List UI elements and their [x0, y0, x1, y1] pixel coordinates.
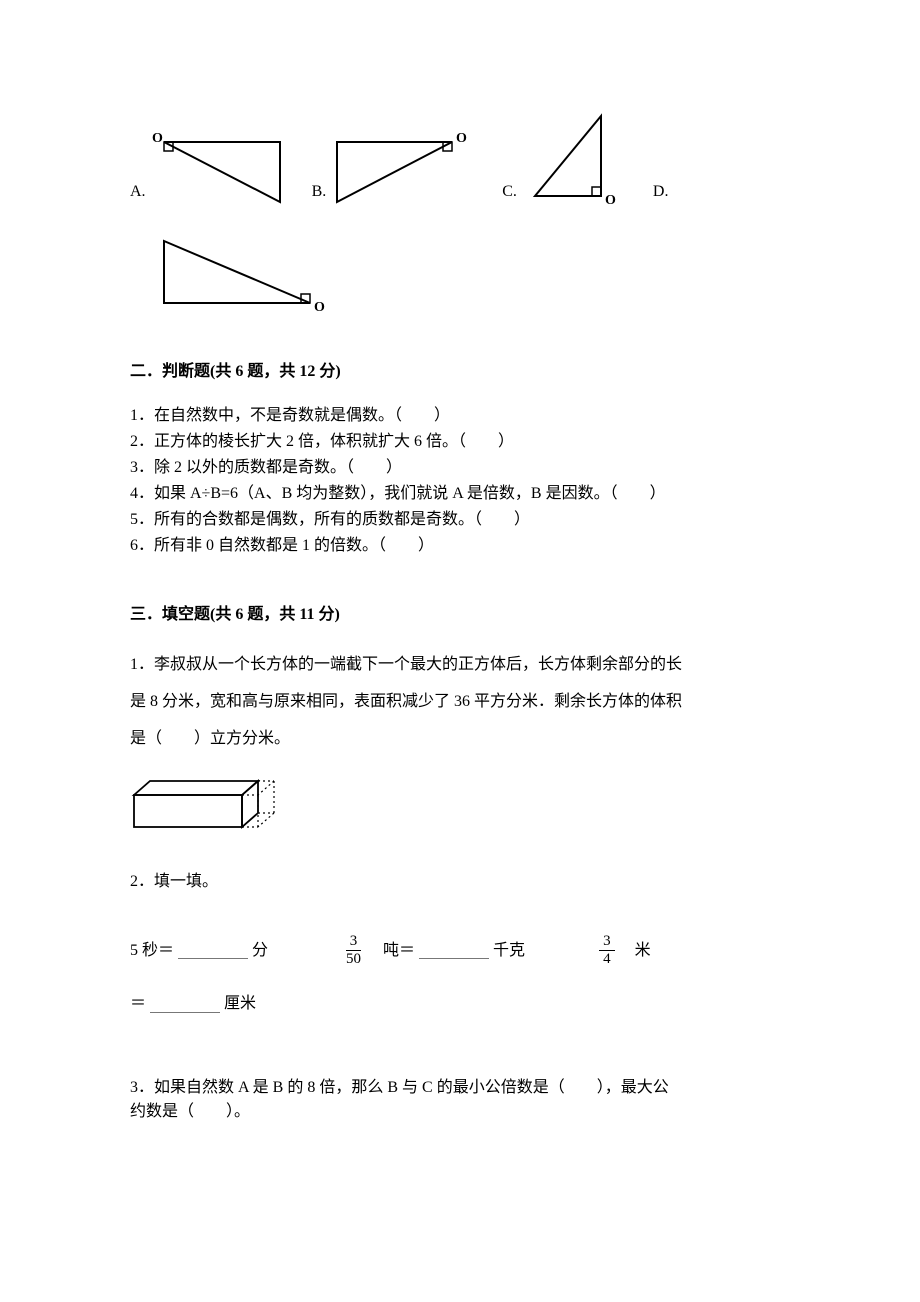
- s3-q2-c-den: 4: [599, 951, 615, 967]
- triangle-b-figure: O: [332, 130, 472, 208]
- option-d-figure-row: O: [150, 233, 800, 315]
- s3-q1: 1．李叔叔从一个长方体的一端截下一个最大的正方体后，长方体剩余部分的长 是 8 …: [130, 647, 800, 757]
- s3-q2-a-pre: 5 秒＝: [130, 939, 174, 963]
- triangle-a-figure: O: [152, 130, 282, 208]
- triangle-c-o-label: O: [605, 193, 616, 208]
- option-b-label: B.: [312, 180, 327, 204]
- s3-q1-line2: 是 8 分米，宽和高与原来相同，表面积减少了 36 平方分米．剩余长方体的体积: [130, 684, 800, 721]
- s3-q3: 3．如果自然数 A 是 B 的 8 倍，那么 B 与 C 的最小公倍数是（ ），…: [130, 1076, 800, 1124]
- cuboid-figure-wrap: [130, 777, 800, 835]
- s3-q2-item-c: 3 4 米: [595, 934, 651, 967]
- s3-q2-a-blank[interactable]: [178, 942, 248, 959]
- option-d: D.: [653, 120, 669, 208]
- s3-q2-c2-pre: ＝: [130, 992, 146, 1016]
- s3-q2-item-a: 5 秒＝ 分: [130, 939, 268, 963]
- cuboid-figure: [130, 777, 280, 835]
- s3-q2-a-post: 分: [252, 939, 268, 963]
- triangle-a-o-label: O: [152, 131, 163, 146]
- s3-q2-c-post: 米: [635, 939, 651, 963]
- s2-q1: 1．在自然数中，不是奇数就是偶数。（ ）: [130, 404, 800, 428]
- s2-q3: 3．除 2 以外的质数都是奇数。（ ）: [130, 456, 800, 480]
- s3-q2-b-fraction: 3 50: [342, 934, 365, 967]
- s2-q4: 4．如果 A÷B=6（A、B 均为整数），我们就说 A 是倍数，B 是因数。（ …: [130, 482, 800, 506]
- s3-q1-line3: 是（ ）立方分米。: [130, 721, 800, 758]
- option-c: C. O: [502, 110, 623, 208]
- triangle-d-o-label: O: [314, 300, 325, 315]
- s2-q5: 5．所有的合数都是偶数，所有的质数都是奇数。（ ）: [130, 508, 800, 532]
- s3-q3-line1: 3．如果自然数 A 是 B 的 8 倍，那么 B 与 C 的最小公倍数是（ ），…: [130, 1076, 800, 1100]
- s3-q2-title: 2．填一填。: [130, 870, 800, 894]
- s3-q2-b-den: 50: [342, 951, 365, 967]
- option-d-label: D.: [653, 180, 669, 204]
- s3-q3-line2: 约数是（ ）。: [130, 1100, 800, 1124]
- s3-q2-c2-post: 厘米: [224, 992, 256, 1016]
- s3-q2-b-post: 千克: [493, 939, 525, 963]
- triangle-d-figure: O: [150, 233, 335, 315]
- s3-q2-b-num: 3: [346, 934, 362, 951]
- option-a-label: A.: [130, 180, 146, 204]
- s2-q2: 2．正方体的棱长扩大 2 倍，体积就扩大 6 倍。（ ）: [130, 430, 800, 454]
- s3-q2-b-blank[interactable]: [419, 942, 489, 959]
- option-c-label: C.: [502, 180, 517, 204]
- s2-q6: 6．所有非 0 自然数都是 1 的倍数。（ ）: [130, 534, 800, 558]
- option-b: B. O: [312, 130, 473, 208]
- section-3-title: 三．填空题(共 6 题，共 11 分): [130, 603, 800, 627]
- s3-q2-b-mid: 吨＝: [383, 939, 415, 963]
- s3-q2-c2-blank[interactable]: [150, 996, 220, 1013]
- mc-options-row: A. O B. O C. O D.: [130, 110, 800, 208]
- s3-q2-c-num: 3: [599, 934, 615, 951]
- s3-q1-line1: 1．李叔叔从一个长方体的一端截下一个最大的正方体后，长方体剩余部分的长: [130, 647, 800, 684]
- s3-q2-row: 5 秒＝ 分 3 50 吨＝ 千克 3 4 米: [130, 934, 800, 967]
- s3-q2-item-b: 3 50 吨＝ 千克: [338, 934, 525, 967]
- s3-q2-c-fraction: 3 4: [599, 934, 615, 967]
- triangle-b-o-label: O: [456, 131, 467, 146]
- option-a: A. O: [130, 130, 282, 208]
- section-2-title: 二．判断题(共 6 题，共 12 分): [130, 360, 800, 384]
- s3-q2-item-c2: ＝ 厘米: [130, 992, 800, 1016]
- triangle-c-figure: O: [523, 110, 623, 208]
